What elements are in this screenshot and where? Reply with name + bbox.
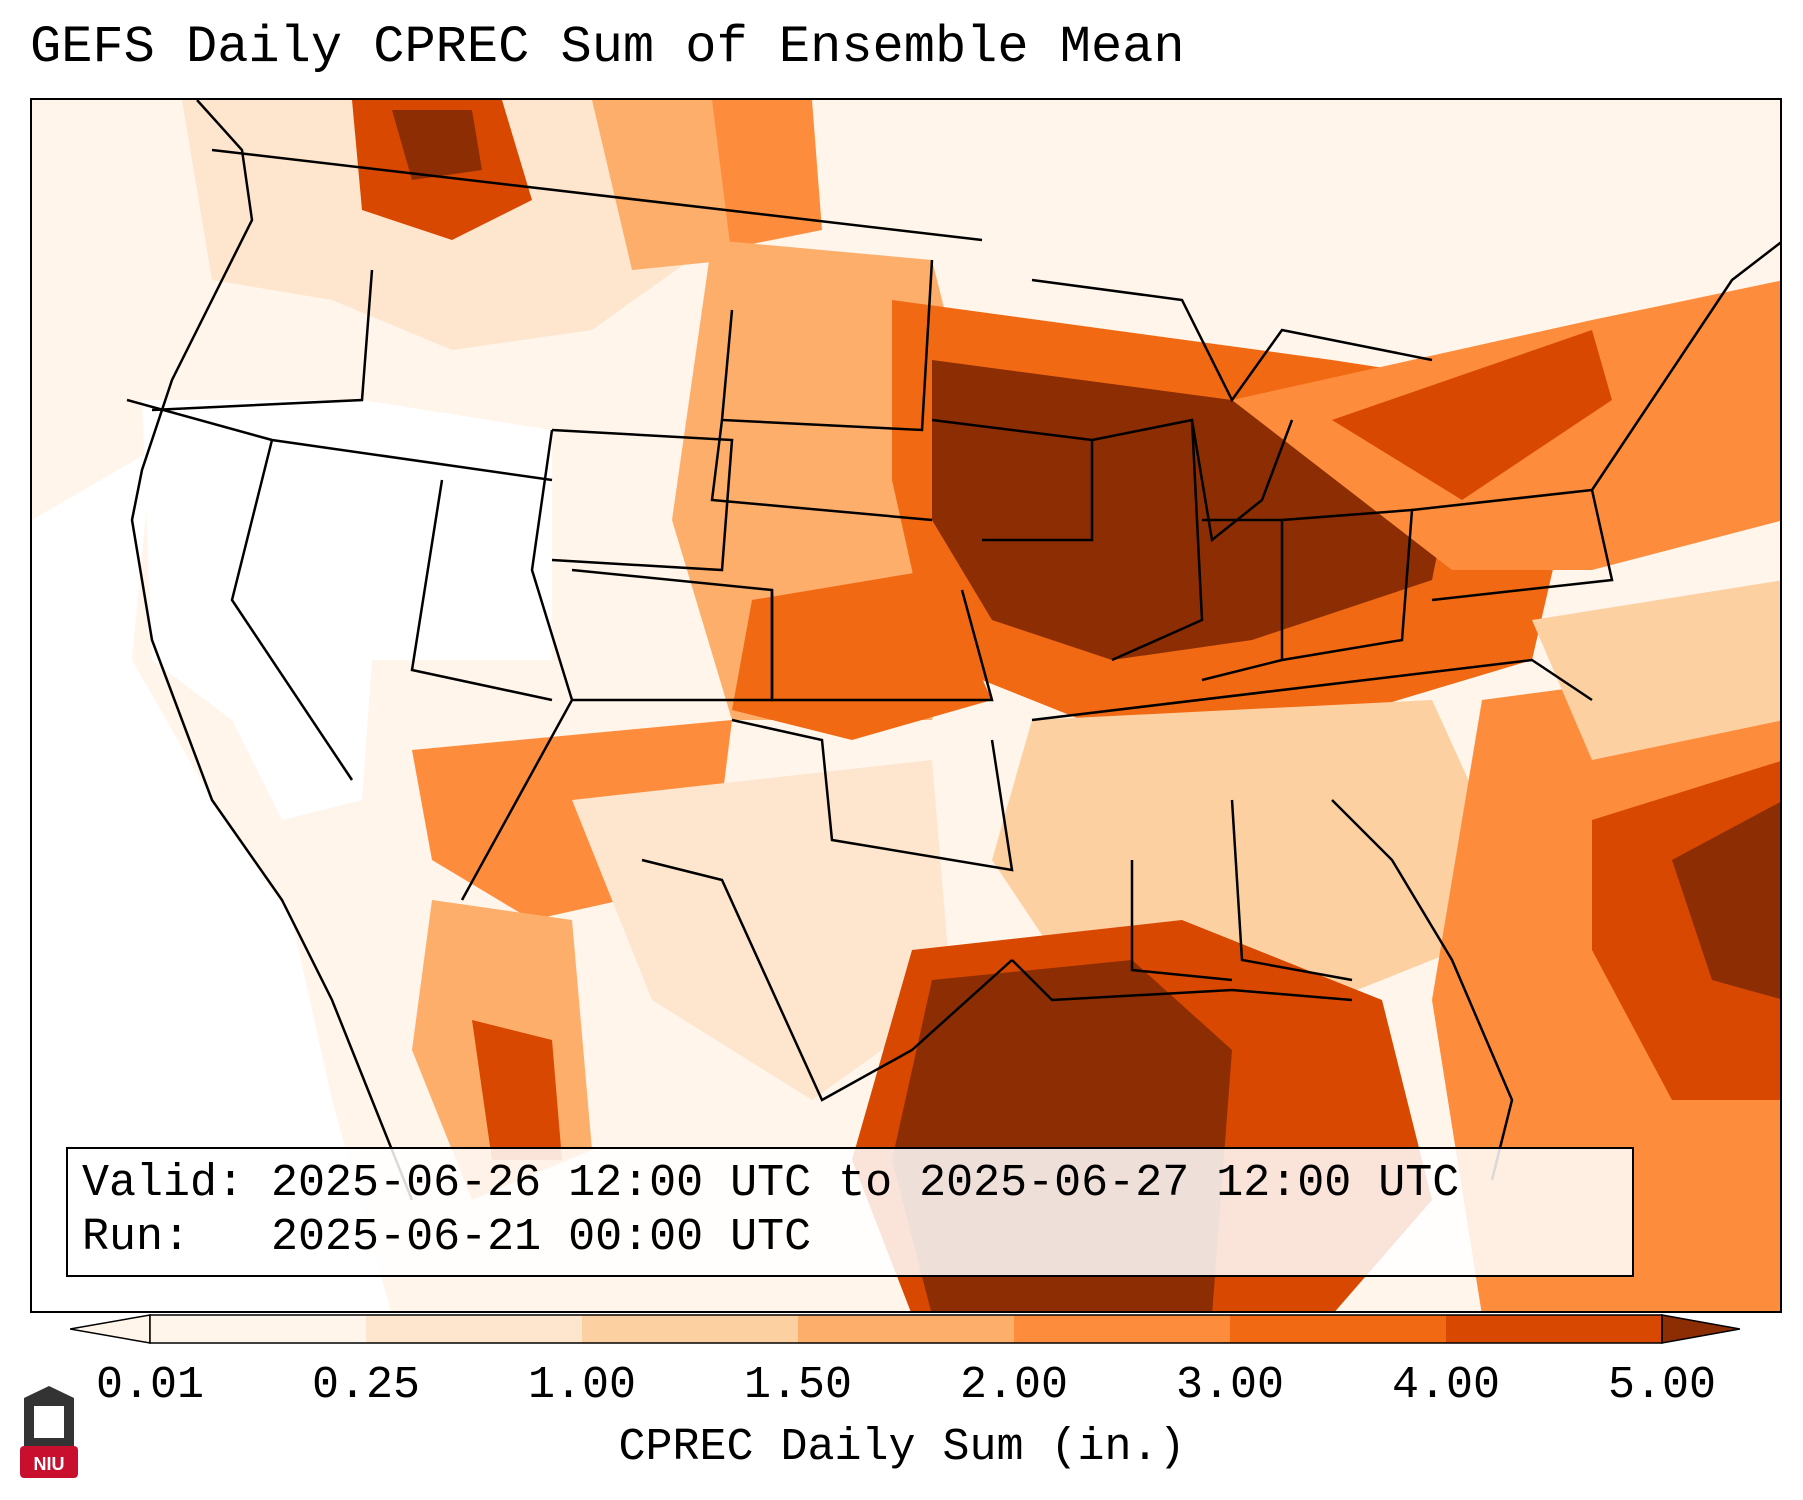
colorbar-segment-2 [366, 1315, 582, 1343]
utah-border [410, 479, 553, 702]
colorbar-segment-3 [582, 1315, 798, 1343]
illinois-border [1091, 418, 1204, 662]
sierra-madre-area [472, 1020, 562, 1160]
indiana-border [1201, 518, 1284, 682]
tennessee-nc-border [1031, 658, 1593, 722]
colorbar [70, 1314, 1740, 1344]
colorbar-tick-label: 2.00 [959, 1360, 1069, 1411]
southeast-light-area [992, 700, 1532, 1000]
colorbar-segment-7 [1446, 1315, 1662, 1343]
oregon-border [151, 269, 374, 412]
iowa-border [931, 418, 1094, 542]
colorbar-tick-label: 5.00 [1607, 1360, 1717, 1411]
west-dry-area [142, 400, 552, 820]
colorbar-tick-label: 1.50 [743, 1360, 853, 1411]
colorbar-extend-low [70, 1314, 151, 1344]
great-lakes-outline [1031, 278, 1433, 403]
logo-text: NIU [34, 1454, 65, 1474]
new-england-coast [1590, 241, 1780, 491]
pennsylvania-border [1411, 488, 1614, 602]
dakota-north-area [712, 100, 822, 250]
logo-badge [20, 1446, 78, 1478]
lake-michigan-outline [1190, 419, 1294, 543]
colorbar-tick-label: 1.00 [527, 1360, 637, 1411]
alabama-border [1230, 799, 1353, 982]
colorbar-label: CPREC Daily Sum (in.) [618, 1422, 1186, 1473]
kansas-border [770, 589, 994, 702]
precip-map [30, 98, 1782, 1313]
west-coast-outline [130, 100, 414, 1201]
niu-logo: NIU [20, 1386, 78, 1478]
colorbar-segment-6 [1230, 1315, 1446, 1343]
canada-border-west [211, 148, 983, 242]
precip-map-svg [32, 100, 1780, 1311]
colorbar-extend-high [1661, 1314, 1740, 1344]
run-value: 2025-06-21 00:00 UTC [271, 1212, 812, 1263]
validity-info-box: Valid: 2025-06-26 12:00 UTC to 2025-06-2… [66, 1147, 1634, 1277]
north-plains-area [592, 100, 732, 270]
colorbar-segment-1 [150, 1315, 366, 1343]
south-dakota-border [720, 259, 934, 432]
oklahoma-border [731, 718, 1014, 872]
pacific-dry-area [32, 450, 391, 1311]
mississippi-border [1130, 860, 1233, 982]
colorbar-segment-4 [798, 1315, 1014, 1343]
montana-max-area [392, 110, 482, 180]
colorado-west-border [460, 429, 574, 901]
colorbar-tick-label: 3.00 [1175, 1360, 1285, 1411]
valid-label: Valid: [82, 1158, 245, 1209]
atlantic-max-area [1672, 802, 1780, 999]
offshore-light-area [1532, 580, 1780, 760]
colorbar-tick-label: 0.01 [95, 1360, 205, 1411]
logo-window-icon [34, 1406, 64, 1438]
texas-border [641, 858, 1013, 1102]
run-label: Run: [82, 1212, 191, 1263]
pennsylvania-ny-area [1332, 330, 1612, 500]
boundaries [126, 100, 1780, 1201]
florida-georgia-coast [1331, 799, 1514, 1181]
colorbar-tick-label: 0.25 [311, 1360, 421, 1411]
colorbar-tick-label: 4.00 [1391, 1360, 1501, 1411]
colorbar-segment-5 [1014, 1315, 1230, 1343]
valid-value: 2025-06-26 12:00 UTC to 2025-06-27 12:00… [271, 1158, 1460, 1209]
ohio-border [1281, 508, 1414, 662]
colorbar-outline [149, 1314, 1663, 1344]
wyoming-border [551, 428, 734, 572]
nevada-west-border [230, 439, 354, 781]
map-title: GEFS Daily CPREC Sum of Ensemble Mean [30, 18, 1185, 77]
gulf-coast [1011, 959, 1353, 1002]
nebraska-border [710, 419, 933, 522]
